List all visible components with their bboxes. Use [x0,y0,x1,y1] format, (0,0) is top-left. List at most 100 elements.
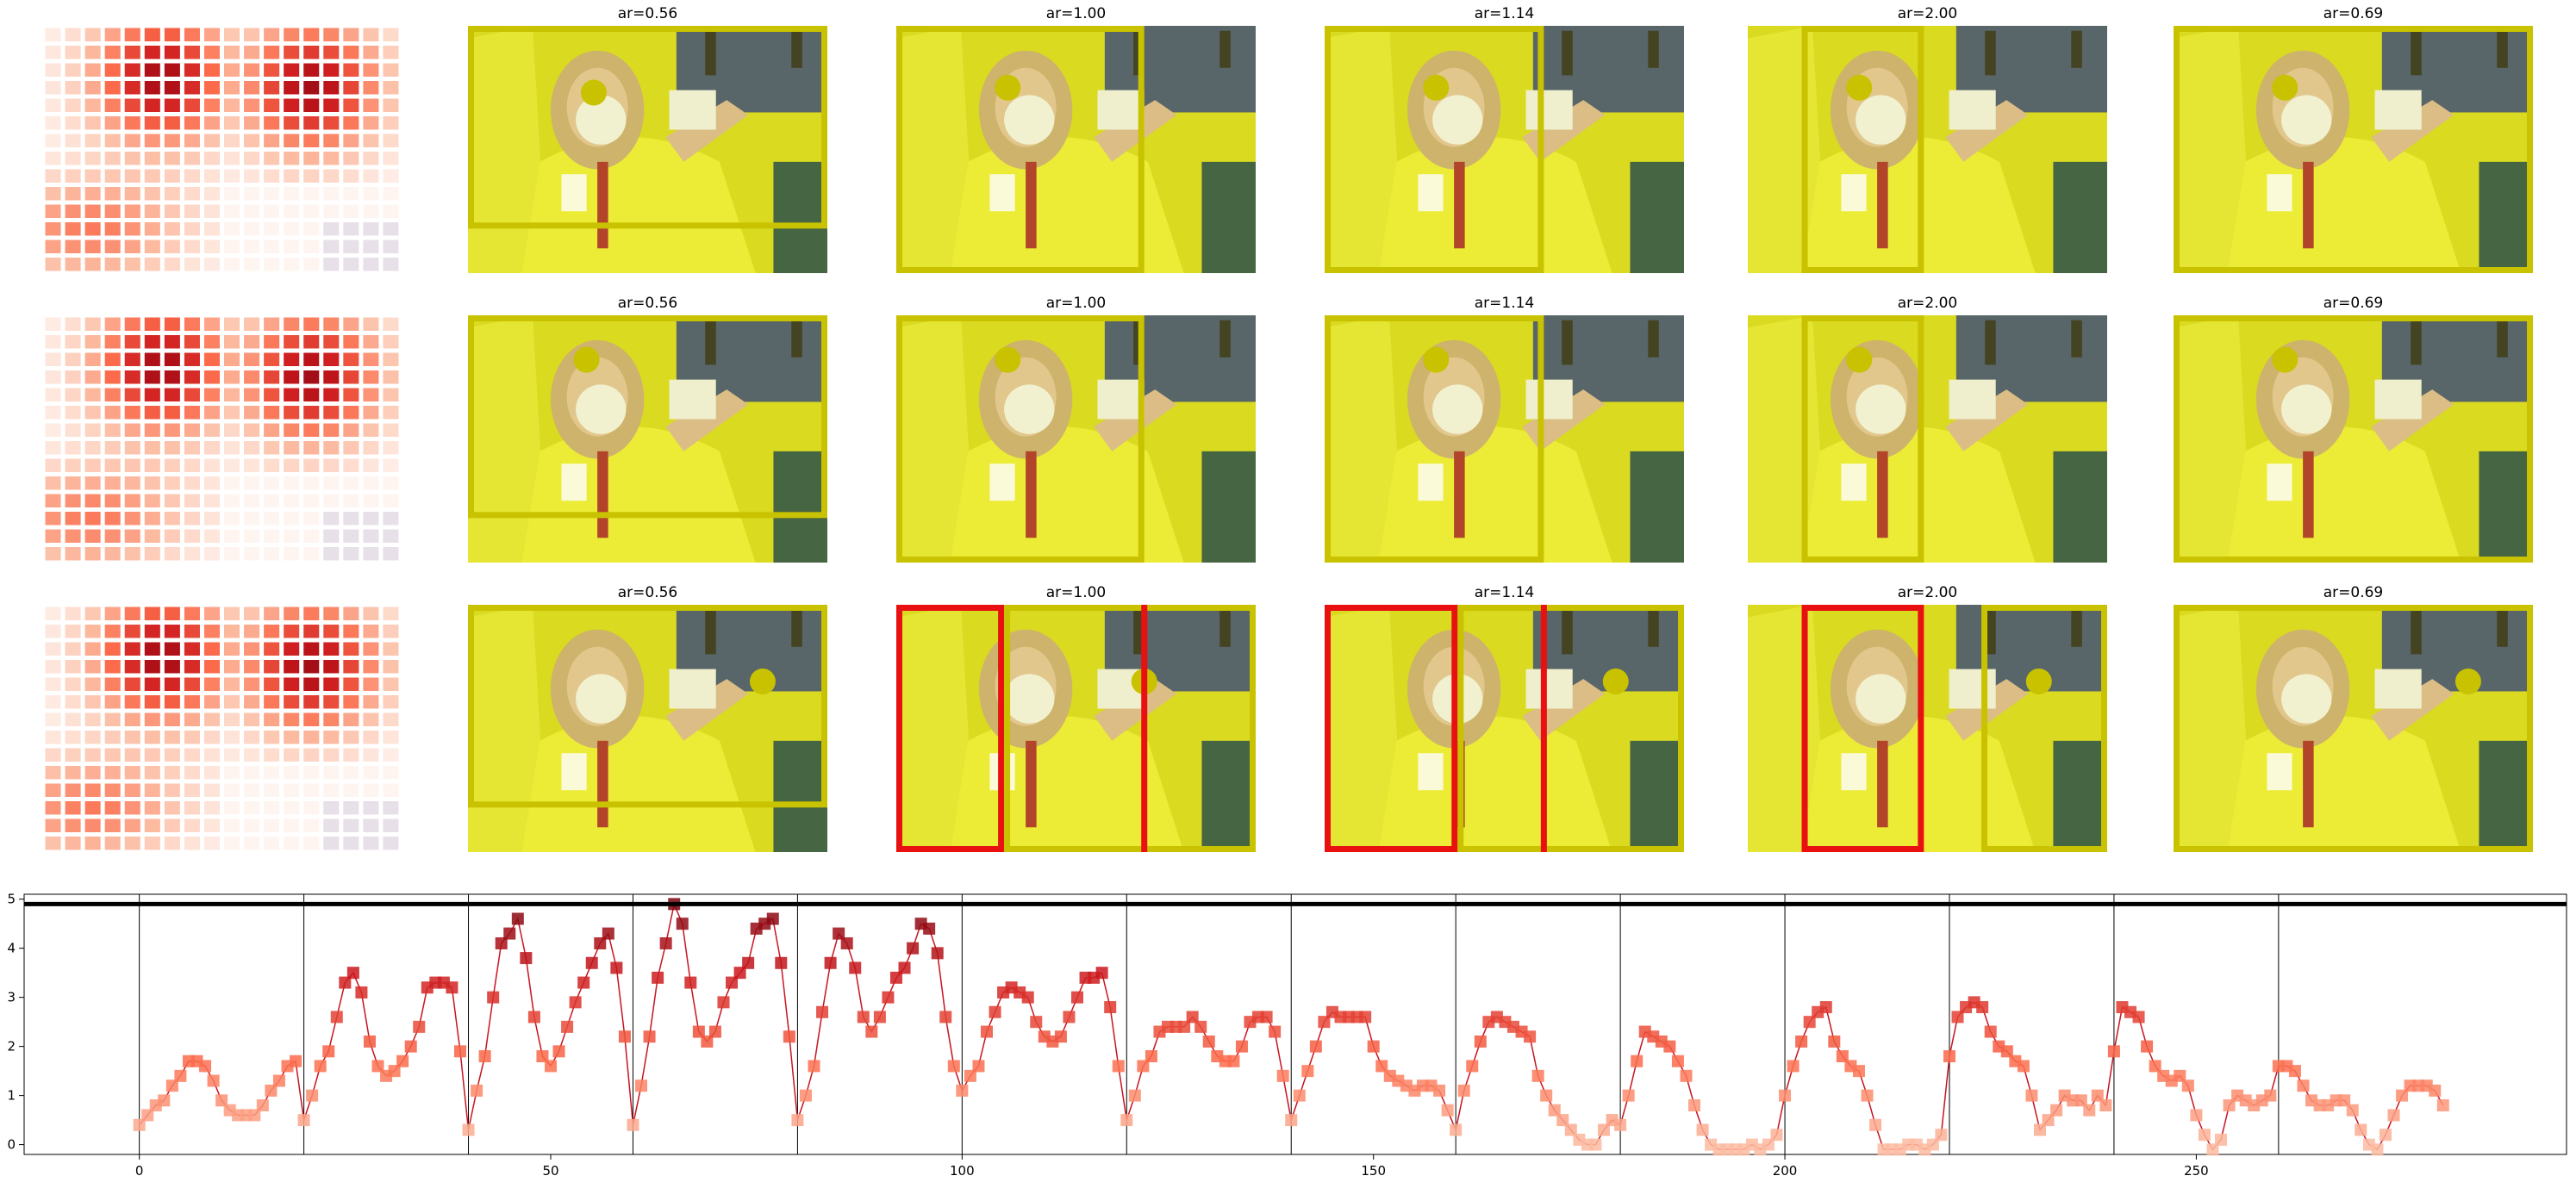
data-point [215,1094,228,1107]
heatmap-cell [303,695,320,709]
data-point [775,956,788,969]
headset-shape [791,609,802,647]
x-tick-label: 50 [542,1163,558,1179]
heatmap-cell [264,423,280,437]
data-point [1984,1025,1997,1038]
heatmap-cell [244,46,260,59]
heatmap-cell [45,660,61,674]
heatmap-cell [144,441,160,455]
heatmap-cell [383,222,399,236]
heatmap-cell [343,169,359,183]
heatmap-cell [144,388,160,401]
heatmap-cell [303,529,320,543]
data-point [527,1011,540,1023]
heatmap-cell [84,766,101,780]
data-point [865,1025,878,1038]
heatmap-cell [383,801,399,815]
heatmap-cell [203,152,220,165]
data-point [1803,1016,1816,1029]
heatmap-cell [203,98,220,112]
heatmap-cell [383,406,399,420]
heatmap-cell [45,169,61,183]
mask-shape [1432,95,1483,145]
data-point [1441,1104,1454,1117]
heatmap-cell [284,46,300,59]
heatmap-cell [45,63,61,77]
heatmap-cell [303,169,320,183]
panel-title: ar=2.00 [1897,295,1958,312]
shirt-shape [1378,137,1612,273]
data-point [1466,1060,1479,1073]
heatmap-cell [164,547,180,561]
heatmap-cell [264,370,280,384]
heatmap-cell [264,317,280,331]
crop-panel: ar=2.00 [1748,584,2107,852]
heatmap-cell [203,529,220,543]
data-point [256,1099,269,1112]
heatmap-cell [284,625,300,638]
headset-shape [2411,320,2422,365]
heatmap-cell [284,388,300,401]
heatmap-cell [65,335,81,349]
heatmap-cell [244,476,260,490]
heatmap-cell [203,28,220,41]
heatmap-cell [84,494,101,507]
heatmap-cell [184,476,200,490]
data-point [2379,1129,2392,1142]
heatmap-cell [303,476,320,490]
data-point [2190,1109,2203,1122]
data-point [659,936,672,949]
crop-box [1801,26,1924,273]
heatmap-cell [323,352,340,366]
heatmap-cell [383,116,399,130]
heatmap-cell [244,529,260,543]
heatmap-cell [203,423,220,437]
heatmap-cell [124,388,140,401]
heatmap-cell [284,258,300,271]
heatmap-cell [284,731,300,744]
heatmap-cell [303,712,320,726]
heatmap-cell [164,748,180,762]
crop-panel: ar=0.56 [468,584,827,852]
heatmap-cell [164,169,180,183]
crop-box [2174,315,2533,563]
heatmap-cell [343,204,359,218]
heatmap-cell [363,81,379,95]
heatmap-cell [184,134,200,147]
heatmap-cell [184,529,200,543]
heatmap-cell [383,28,399,41]
heatmap-cell [104,783,121,797]
heatmap-cell [84,46,101,59]
data-point [898,961,911,974]
heatmap-cell [264,512,280,526]
heatmap-cell [264,352,280,366]
data-point [1680,1069,1693,1082]
heatmap-cell [224,458,240,472]
heatmap-cell [363,116,379,130]
heatmap-cell [264,240,280,253]
data-point [1063,1011,1076,1023]
data-point [610,961,623,974]
heatmap-cell [45,222,61,236]
heatmap-cell [144,46,160,59]
heatmap-cell [45,204,61,218]
heatmap-cell [45,677,61,691]
crop-box [896,26,1145,273]
y-axis: 0 1 2 3 4 5 [7,892,24,1153]
data-point [1145,1050,1157,1063]
heatmap-cell [184,547,200,561]
heatmap-cell [343,240,359,253]
heatmap-cell [84,837,101,850]
heatmap-cell [164,512,180,526]
heatmap-cell [203,317,220,331]
shirt-shape [2227,716,2461,852]
photo-image [896,605,1256,852]
heatmap-cell [343,660,359,674]
badge-shape [1525,379,1573,420]
heatmap-cell [224,660,240,674]
data-point [322,1045,335,1058]
heatmap-cell [45,712,61,726]
heatmap-cell [343,388,359,401]
data-point [1293,1089,1306,1102]
heatmap-cell [264,837,280,850]
